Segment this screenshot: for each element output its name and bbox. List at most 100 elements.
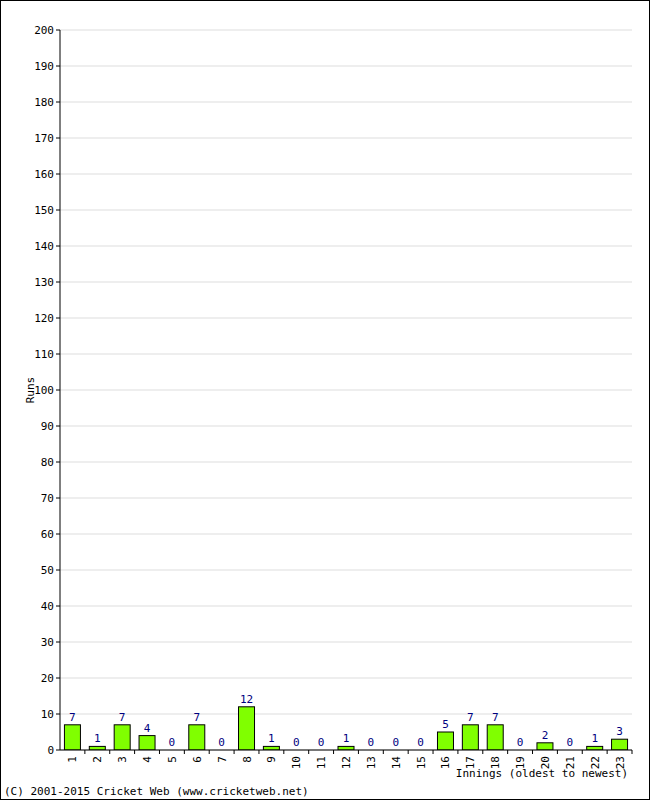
x-tick-label: 3 [116, 756, 129, 763]
x-tick-label: 8 [241, 756, 254, 763]
x-tick-label: 2 [91, 756, 104, 763]
bar [537, 743, 553, 750]
data-label: 0 [368, 736, 375, 749]
bar [437, 732, 453, 750]
bar [89, 746, 105, 750]
data-label: 3 [616, 725, 623, 738]
data-label: 1 [94, 732, 101, 745]
x-tick [607, 750, 608, 754]
x-axis-label: Innings (oldest to newest) [456, 767, 628, 780]
grid-line [60, 606, 632, 607]
grid-line [60, 318, 632, 319]
grid-line [60, 66, 632, 67]
grid-line [60, 390, 632, 391]
border [1, 1, 650, 800]
x-tick [84, 750, 85, 754]
x-tick-label: 7 [216, 756, 229, 763]
y-tick-label: 90 [41, 420, 54, 433]
y-tick-label: 30 [41, 636, 54, 649]
y-tick [56, 426, 60, 427]
x-tick [557, 750, 558, 754]
grid-line [60, 498, 632, 499]
y-tick [56, 750, 60, 751]
x-tick [383, 750, 384, 754]
grid-line [60, 246, 632, 247]
y-axis [60, 30, 61, 750]
y-tick [56, 606, 60, 607]
data-label: 7 [69, 711, 76, 724]
x-tick-label: 4 [141, 756, 154, 763]
x-tick [258, 750, 259, 754]
data-label: 12 [240, 693, 253, 706]
data-label: 4 [144, 722, 151, 735]
x-tick-label: 11 [315, 756, 328, 769]
y-tick-label: 70 [41, 492, 54, 505]
x-tick-label: 14 [390, 756, 403, 770]
x-tick-label: 15 [415, 756, 428, 769]
grid-line [60, 354, 632, 355]
bar [239, 707, 255, 750]
grid-line [60, 102, 632, 103]
x-tick [333, 750, 334, 754]
copyright: (C) 2001-2015 Cricket Web (www.cricketwe… [4, 785, 309, 798]
y-tick-label: 20 [41, 672, 54, 685]
bar [338, 746, 354, 750]
grid-line [60, 570, 632, 571]
bar [189, 725, 205, 750]
x-tick [283, 750, 284, 754]
y-tick-label: 120 [34, 312, 54, 325]
grid-line [60, 714, 632, 715]
x-tick-label: 10 [290, 756, 303, 769]
data-label: 1 [591, 732, 598, 745]
bars [64, 707, 627, 750]
data-label: 2 [542, 729, 549, 742]
y-tick [56, 642, 60, 643]
x-tick-label: 1 [66, 756, 79, 763]
x-tick [159, 750, 160, 754]
x-tick [358, 750, 359, 754]
x-tick [482, 750, 483, 754]
y-tick [56, 498, 60, 499]
y-tick-label: 150 [34, 204, 54, 217]
x-tick [308, 750, 309, 754]
x-tick [234, 750, 235, 754]
x-tick-label: 16 [439, 756, 452, 769]
grid-line [60, 210, 632, 211]
y-tick [56, 138, 60, 139]
y-tick [56, 282, 60, 283]
x-tick [109, 750, 110, 754]
y-axis-label: Runs [24, 377, 37, 404]
grid-line [60, 750, 632, 751]
grid-line [60, 534, 632, 535]
y-tick [56, 30, 60, 31]
x-tick [408, 750, 409, 754]
x-tick [507, 750, 508, 754]
y-tick-label: 110 [34, 348, 54, 361]
x-tick-label: 9 [265, 756, 278, 763]
y-tick [56, 462, 60, 463]
data-label: 7 [467, 711, 474, 724]
data-label: 5 [442, 718, 449, 731]
y-tick [56, 354, 60, 355]
y-tick [56, 534, 60, 535]
x-tick [433, 750, 434, 754]
bar [114, 725, 130, 750]
data-label: 0 [169, 736, 176, 749]
data-label: 7 [492, 711, 499, 724]
data-label: 0 [567, 736, 574, 749]
data-label: 0 [417, 736, 424, 749]
x-tick [457, 750, 458, 754]
y-tick [56, 246, 60, 247]
y-tick [56, 210, 60, 211]
x-tick-label: 5 [166, 756, 179, 763]
bar [462, 725, 478, 750]
y-tick-label: 180 [34, 96, 54, 109]
bar [64, 725, 80, 750]
x-tick [532, 750, 533, 754]
y-tick [56, 102, 60, 103]
y-tick-label: 50 [41, 564, 54, 577]
chart: 0102030405060708090100110120130140150160… [0, 0, 650, 800]
data-label: 0 [218, 736, 225, 749]
grid-line [60, 174, 632, 175]
x-tick-label: 12 [340, 756, 353, 769]
